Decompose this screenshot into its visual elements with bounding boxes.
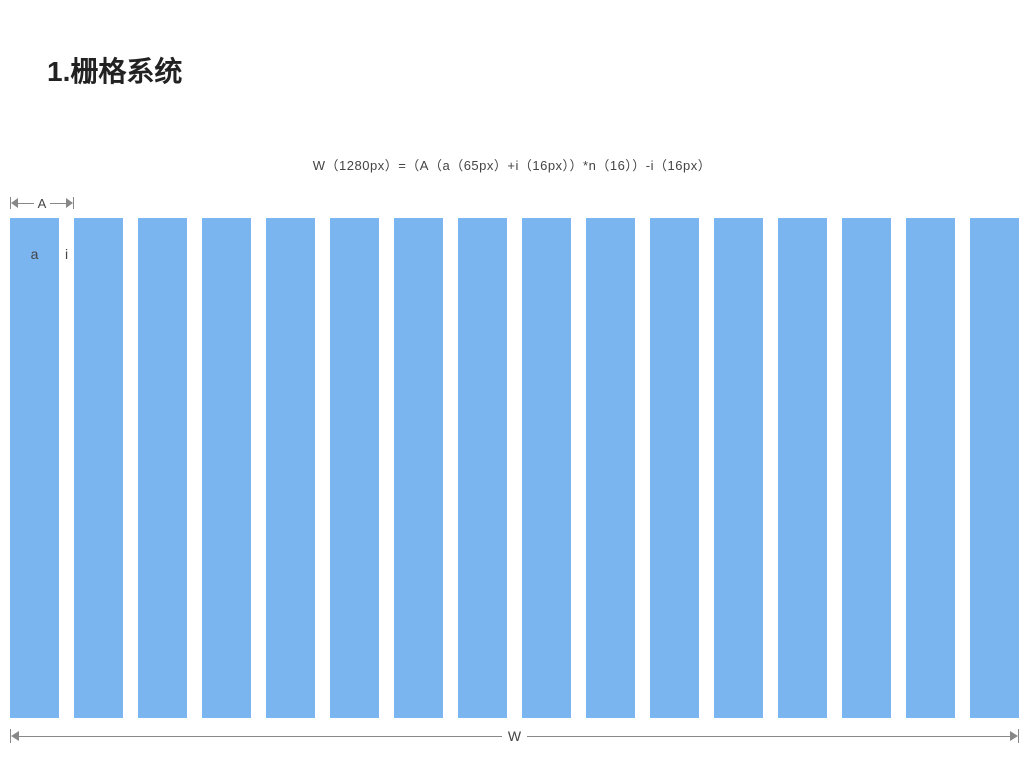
grid-column [394, 218, 443, 718]
label-a: a [10, 246, 59, 262]
grid-column [138, 218, 187, 718]
bracket-total-W: W [10, 728, 1019, 744]
grid-gutter [635, 218, 650, 718]
grid-gutter [763, 218, 778, 718]
label-i: i [59, 246, 74, 262]
grid-gutter [59, 218, 74, 718]
grid-column [650, 218, 699, 718]
grid-gutter [123, 218, 138, 718]
grid-column [266, 218, 315, 718]
grid-column [906, 218, 955, 718]
grid-gutter [571, 218, 586, 718]
labels-a-i: a i [10, 246, 74, 262]
label-W: W [508, 728, 521, 744]
grid-column [586, 218, 635, 718]
grid-column [522, 218, 571, 718]
grid-gutter [315, 218, 330, 718]
grid-column [842, 218, 891, 718]
grid-column [202, 218, 251, 718]
grid-gutter [187, 218, 202, 718]
grid-column [714, 218, 763, 718]
grid-gutter [379, 218, 394, 718]
grid-gutter [507, 218, 522, 718]
grid-column [458, 218, 507, 718]
grid-gutter [827, 218, 842, 718]
grid-column [330, 218, 379, 718]
label-A: A [38, 196, 47, 211]
grid-column [778, 218, 827, 718]
page: 1.栅格系统 W（1280px）=（A（a（65px）+i（16px））*n（1… [0, 0, 1024, 768]
grid-gutter [443, 218, 458, 718]
grid-gutter [251, 218, 266, 718]
page-title: 1.栅格系统 [47, 50, 182, 90]
grid-formula: W（1280px）=（A（a（65px）+i（16px））*n（16））-i（1… [0, 155, 1024, 174]
grid-gutter [955, 218, 970, 718]
grid-column [10, 218, 59, 718]
grid-gutter [891, 218, 906, 718]
grid-column [970, 218, 1019, 718]
bracket-unit-A: A [10, 196, 74, 210]
grid-gutter [699, 218, 714, 718]
grid-column [74, 218, 123, 718]
grid-columns [10, 218, 1019, 718]
